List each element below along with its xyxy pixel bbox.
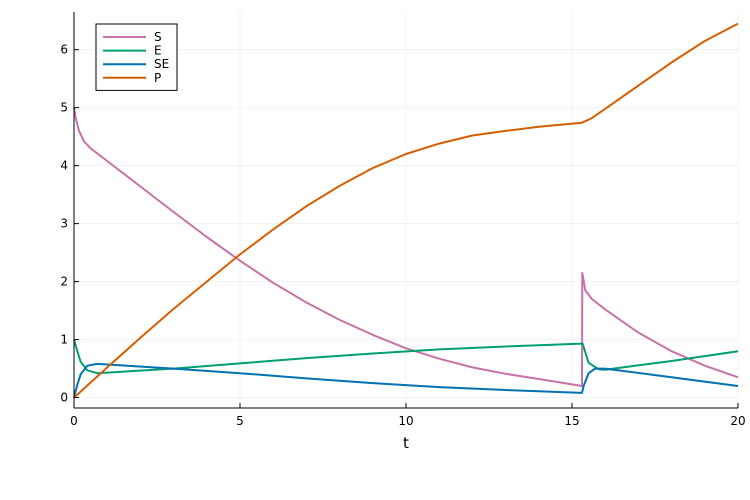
y-tick-label: 0 [60, 391, 68, 405]
series-line-p [73, 22, 739, 399]
legend-label-se: SE [154, 57, 169, 71]
series-line-se [73, 362, 739, 398]
legend-label-p: P [154, 71, 161, 85]
x-axis-ticks: 0 5 10 15 20 [70, 403, 746, 428]
legend-label-s: S [154, 30, 162, 44]
x-tick-label: 5 [236, 414, 244, 428]
x-axis-label: t [403, 434, 409, 452]
y-axis-ticks: 0 1 2 3 4 5 6 [60, 43, 79, 405]
x-tick-label: 10 [398, 414, 413, 428]
x-tick-label: 0 [70, 414, 78, 428]
legend-label-e: E [154, 44, 162, 58]
x-tick-label: 20 [730, 414, 745, 428]
x-tick-label: 15 [564, 414, 579, 428]
series-lines [73, 22, 739, 399]
legend-box [95, 23, 178, 91]
y-tick-label: 1 [60, 333, 68, 347]
y-tick-label: 3 [60, 217, 68, 231]
grid-lines [73, 12, 739, 408]
series-line-s [73, 107, 739, 387]
y-tick-label: 6 [60, 43, 68, 57]
y-tick-label: 5 [60, 101, 68, 115]
y-tick-label: 4 [60, 159, 68, 173]
y-tick-label: 2 [60, 275, 68, 289]
